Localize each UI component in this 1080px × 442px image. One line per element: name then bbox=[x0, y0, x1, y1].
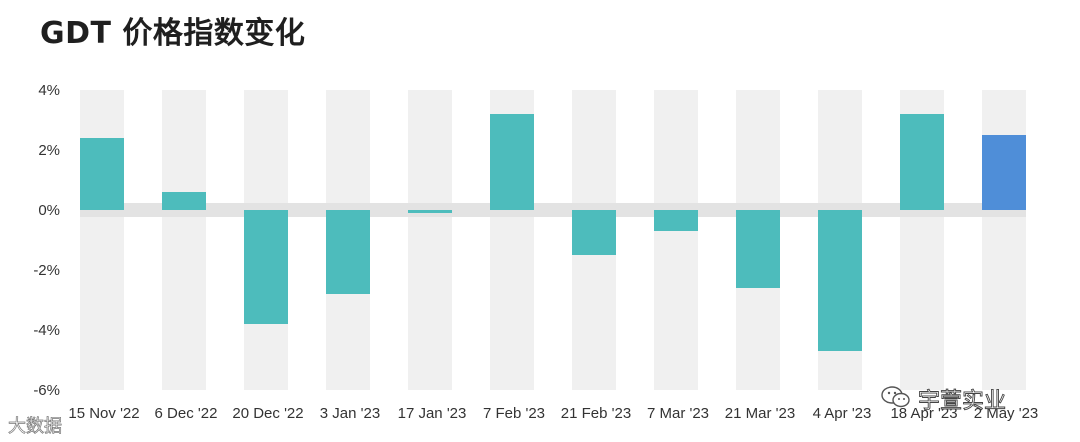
bar bbox=[244, 210, 288, 324]
bar bbox=[982, 135, 1026, 210]
y-tick-label: -6% bbox=[33, 382, 60, 399]
watermark-text: 宇萱实业 bbox=[918, 389, 1007, 415]
bar bbox=[818, 210, 862, 351]
bar bbox=[654, 210, 698, 231]
y-tick-label: -4% bbox=[33, 322, 60, 339]
x-tick-label: 20 Dec '22 bbox=[232, 405, 303, 422]
y-tick-label: -2% bbox=[33, 262, 60, 279]
y-tick-label: 4% bbox=[38, 82, 60, 99]
zero-band bbox=[80, 203, 1026, 217]
bar bbox=[900, 114, 944, 210]
bar bbox=[80, 138, 124, 210]
chart-title: GDT 价格指数变化 bbox=[40, 16, 306, 51]
bar bbox=[736, 210, 780, 288]
bar bbox=[490, 114, 534, 210]
x-tick-label: 3 Jan '23 bbox=[320, 405, 380, 422]
y-tick-label: 0% bbox=[38, 202, 60, 219]
column-stripe bbox=[408, 90, 452, 390]
column-stripe bbox=[80, 90, 124, 390]
bar bbox=[326, 210, 370, 294]
y-tick-label: 2% bbox=[38, 142, 60, 159]
x-tick-label: 7 Mar '23 bbox=[647, 405, 709, 422]
x-tick-label: 2 May '23 bbox=[974, 405, 1039, 422]
watermark-text-left: 大数据 bbox=[8, 416, 63, 438]
bar bbox=[572, 210, 616, 255]
column-stripe bbox=[654, 90, 698, 390]
column-stripe bbox=[162, 90, 206, 390]
x-tick-label: 6 Dec '22 bbox=[155, 405, 218, 422]
bar bbox=[408, 210, 452, 213]
x-tick-label: 21 Feb '23 bbox=[561, 405, 631, 422]
bar bbox=[162, 192, 206, 210]
wechat-icon bbox=[881, 386, 910, 408]
x-tick-label: 21 Mar '23 bbox=[725, 405, 795, 422]
x-tick-label: 7 Feb '23 bbox=[483, 405, 545, 422]
x-tick-label: 4 Apr '23 bbox=[813, 405, 872, 422]
x-tick-label: 15 Nov '22 bbox=[68, 405, 139, 422]
x-tick-label: 18 Apr '23 bbox=[890, 405, 957, 422]
x-tick-label: 17 Jan '23 bbox=[398, 405, 467, 422]
